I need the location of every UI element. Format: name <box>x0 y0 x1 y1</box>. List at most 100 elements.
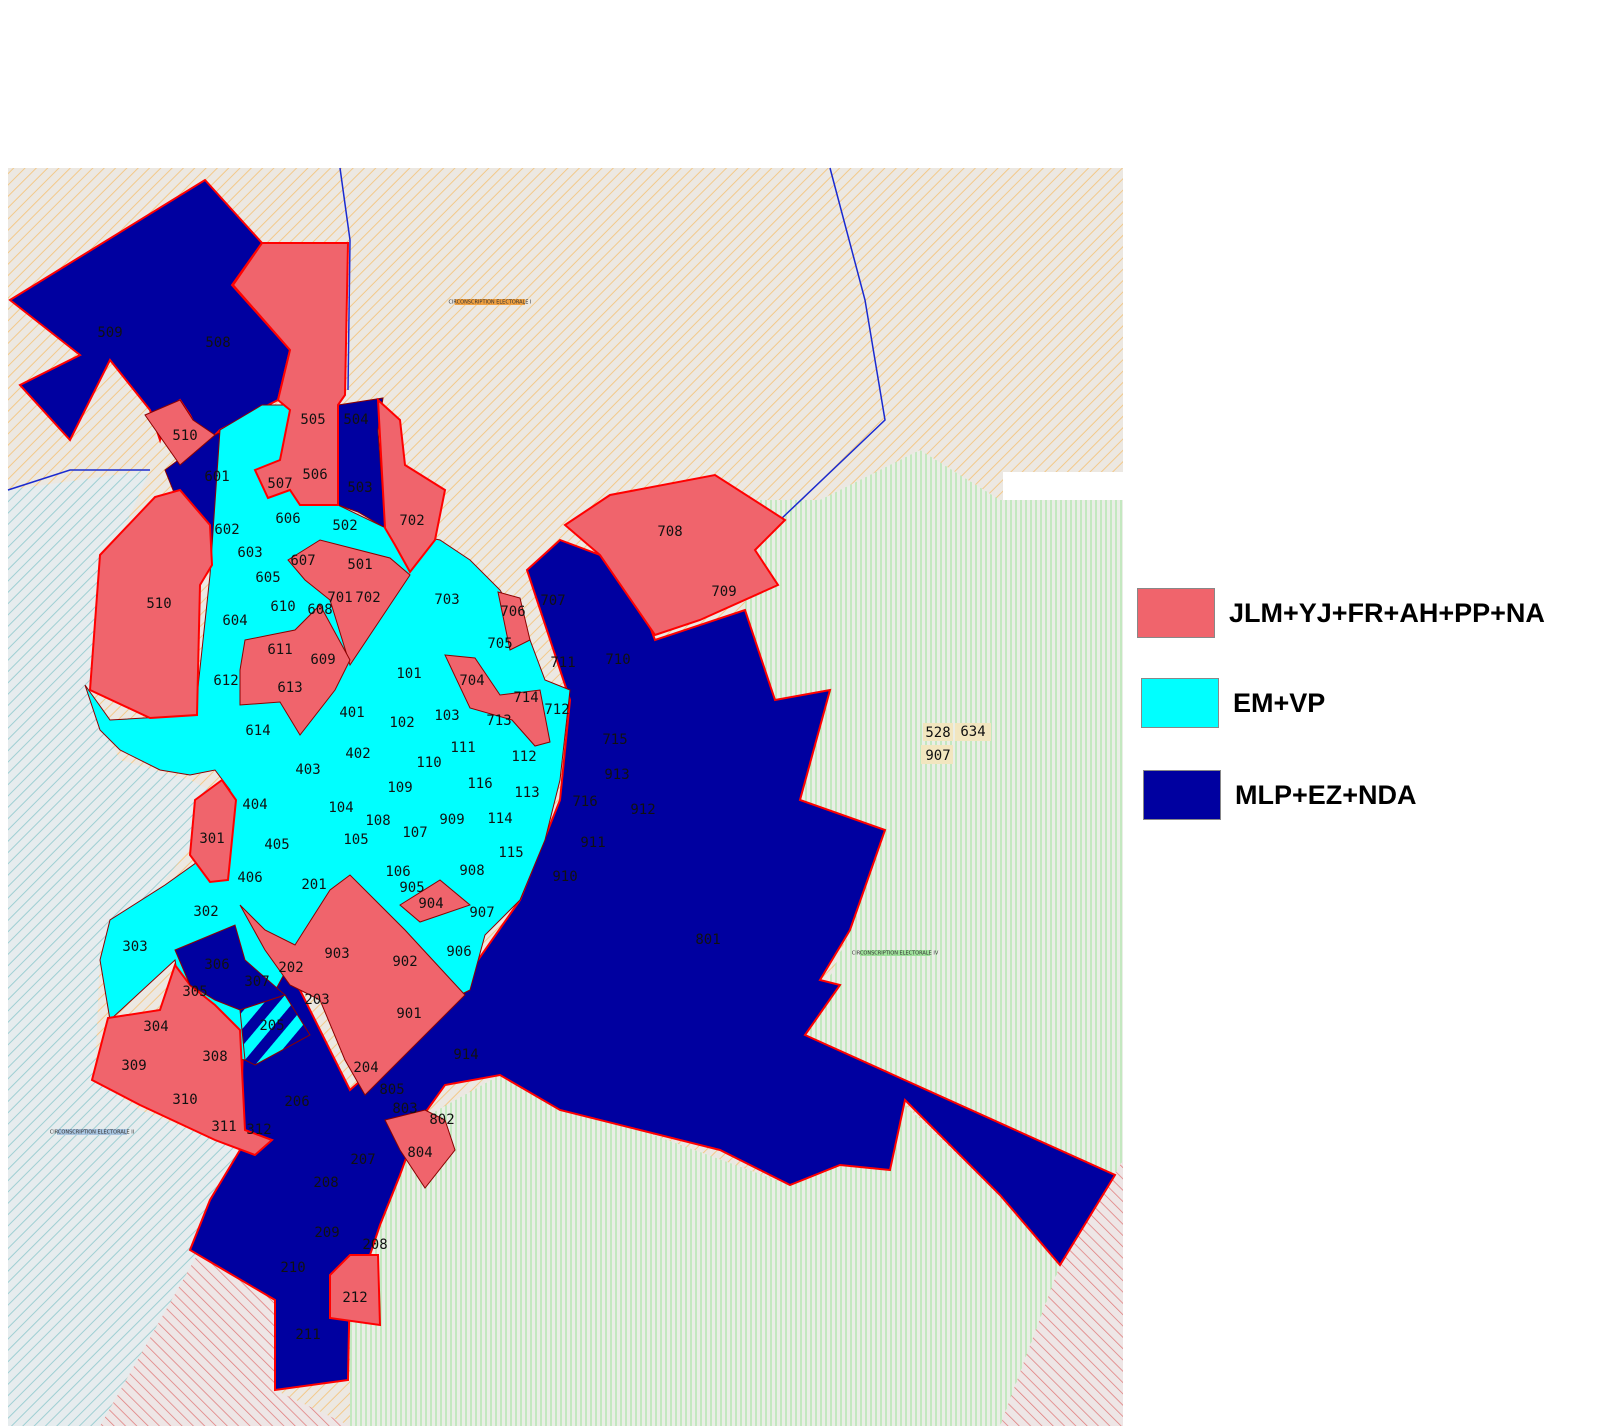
precinct-label-308: 308 <box>202 1049 227 1065</box>
precinct-label-104: 104 <box>328 800 353 816</box>
external-tag: 907 <box>925 748 950 764</box>
precinct-label-802: 802 <box>429 1112 454 1128</box>
precinct-label-710: 710 <box>605 652 630 668</box>
precinct-label-303: 303 <box>122 939 147 955</box>
precinct-label-614: 614 <box>245 723 270 739</box>
precinct-label-712: 712 <box>544 702 569 718</box>
precinct-label-611: 611 <box>267 642 292 658</box>
precinct-label-701: 701 <box>327 590 352 606</box>
precinct-label-908: 908 <box>459 863 484 879</box>
precinct-label-301: 301 <box>199 831 224 847</box>
precinct-label-903: 903 <box>324 946 349 962</box>
precinct-label-401: 401 <box>339 705 364 721</box>
precinct-label-805: 805 <box>379 1082 404 1098</box>
region-jlm-501-608[interactable] <box>287 539 411 667</box>
precinct-label-110: 110 <box>416 755 441 771</box>
precinct-label-402: 402 <box>345 746 370 762</box>
precinct-label-603: 603 <box>237 545 262 561</box>
precinct-label-912: 912 <box>630 802 655 818</box>
precinct-label-502: 502 <box>332 518 357 534</box>
legend-label: EM+VP <box>1233 687 1326 718</box>
precinct-label-311: 311 <box>211 1119 236 1135</box>
precinct-label-109: 109 <box>387 780 412 796</box>
district-label-west: CIRCONSCRIPTION ELECTORALE II <box>50 1130 135 1136</box>
precinct-label-204: 204 <box>353 1060 378 1076</box>
region-jlm-510[interactable] <box>88 488 214 720</box>
legend-item-mlp: MLP+EZ+NDA <box>1143 770 1417 820</box>
precinct-label-116: 116 <box>467 776 492 792</box>
legend-label: JLM+YJ+FR+AH+PP+NA <box>1229 597 1545 628</box>
precinct-label-715: 715 <box>602 732 627 748</box>
precinct-label-304: 304 <box>143 1019 168 1035</box>
precinct-label-612: 612 <box>213 673 238 689</box>
precinct-label-902: 902 <box>392 954 417 970</box>
region-jlm-609-613[interactable] <box>239 604 351 736</box>
district-tag-west <box>57 1129 127 1135</box>
precinct-label-608: 608 <box>307 602 332 618</box>
precinct-label-607: 607 <box>290 553 315 569</box>
precinct-label-207: 207 <box>350 1152 375 1168</box>
precinct-label-901: 901 <box>396 1006 421 1022</box>
legend-item-jlm: JLM+YJ+FR+AH+PP+NA <box>1137 588 1545 638</box>
precinct-label-203: 203 <box>304 992 329 1008</box>
precinct-label-702: 702 <box>399 513 424 529</box>
region-jlm-200s-900s[interactable] <box>239 874 466 1096</box>
precinct-label-106: 106 <box>385 864 410 880</box>
precinct-label-208: 208 <box>362 1237 387 1253</box>
precinct-label-406: 406 <box>237 870 262 886</box>
precinct-label-306: 306 <box>204 957 229 973</box>
precinct-labels: 509 508 505 510 504 506 507 503 601 602 702 606 502 6… <box>97 325 736 1343</box>
precinct-label-505: 505 <box>300 412 325 428</box>
precinct-label-609: 609 <box>310 652 335 668</box>
region-jlm-704-714[interactable] <box>444 654 551 747</box>
precinct-label-112: 112 <box>511 749 536 765</box>
precinct-label-909: 909 <box>439 812 464 828</box>
precinct-label-509: 509 <box>97 325 122 341</box>
external-tag: 528 <box>925 725 950 741</box>
region-jlm-904[interactable] <box>399 879 472 923</box>
region-jlm-803-804[interactable] <box>384 1109 456 1189</box>
precinct-label-102: 102 <box>389 715 414 731</box>
region-jlm-510-small[interactable] <box>144 399 216 466</box>
region-jlm-702[interactable] <box>376 397 447 574</box>
external-tag: 634 <box>960 724 985 740</box>
precinct-label-713: 713 <box>486 713 511 729</box>
precinct-label-305: 305 <box>182 984 207 1000</box>
region-jlm-706[interactable] <box>497 591 531 651</box>
precinct-label-605: 605 <box>255 570 280 586</box>
legend-swatch <box>1141 678 1219 728</box>
region-jlm-212[interactable] <box>329 1254 382 1327</box>
precinct-label-911: 911 <box>580 835 605 851</box>
region-205-split[interactable] <box>239 994 311 1066</box>
precinct-label-205: 205 <box>259 1018 284 1034</box>
precinct-label-206: 206 <box>284 1094 309 1110</box>
precinct-label-510: 510 <box>146 596 171 612</box>
precinct-label-105: 105 <box>343 832 368 848</box>
precinct-label-904: 904 <box>418 896 443 912</box>
precinct-label-504: 504 <box>343 412 368 428</box>
region-jlm-301[interactable] <box>188 778 238 884</box>
precinct-label-601: 601 <box>204 469 229 485</box>
precinct-label-202: 202 <box>278 960 303 976</box>
precinct-label-602: 602 <box>214 522 239 538</box>
legend-label: MLP+EZ+NDA <box>1235 779 1417 810</box>
legend-swatch <box>1143 770 1221 820</box>
precinct-label-907: 907 <box>469 905 494 921</box>
precinct-label-208: 208 <box>313 1175 338 1191</box>
precinct-label-307: 307 <box>244 974 269 990</box>
precinct-label-906: 906 <box>446 944 471 960</box>
precinct-label-709: 709 <box>711 584 736 600</box>
precinct-label-107: 107 <box>402 825 427 841</box>
precinct-label-103: 103 <box>434 708 459 724</box>
region-jlm-300s[interactable] <box>90 962 274 1157</box>
precinct-label-309: 309 <box>121 1058 146 1074</box>
precinct-label-716: 716 <box>572 794 597 810</box>
region-jlm-505-507[interactable] <box>231 242 350 506</box>
district-tag-north <box>455 299 525 305</box>
precinct-label-905: 905 <box>399 880 424 896</box>
region-jlm-708-709[interactable] <box>563 473 787 637</box>
precinct-label-113: 113 <box>514 785 539 801</box>
precinct-label-702: 702 <box>355 590 380 606</box>
precinct-label-913: 913 <box>604 767 629 783</box>
